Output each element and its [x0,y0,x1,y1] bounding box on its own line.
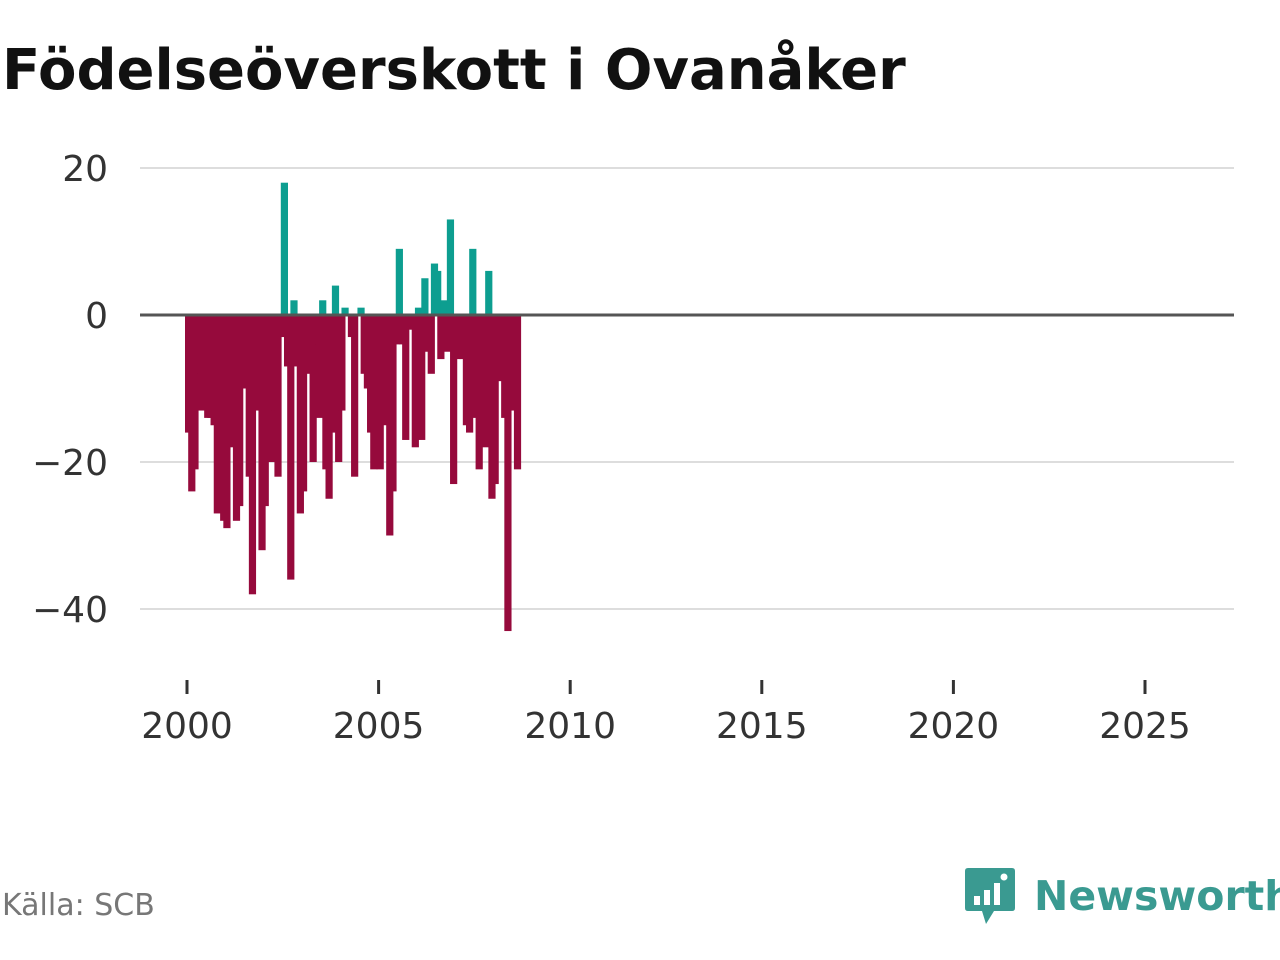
newsworthy-logo-icon [965,868,1015,924]
bar [248,315,257,595]
x-axis: 2000 2005 2010 2015 2020 2025 [141,680,1191,747]
y-tick-label: −40 [32,590,108,631]
bar [319,300,327,315]
bar [466,315,474,433]
bar [446,219,455,315]
bar [402,315,410,440]
bar [450,315,458,485]
bar [341,307,349,315]
bar [414,307,423,315]
brand[interactable]: Newsworthy [964,864,1280,928]
bar [328,315,336,433]
bar [485,270,493,315]
y-axis: 20 0 −20 −40 [32,149,108,631]
bar [427,315,435,374]
bar [443,315,451,352]
x-tick-label: 2025 [1099,706,1191,747]
bar [434,270,442,315]
bar [280,182,288,315]
bar [274,315,282,477]
bar [392,315,400,345]
bar [440,300,448,315]
bar [411,315,419,448]
bar [236,315,244,507]
bar [494,315,502,382]
bar [469,248,477,315]
bar [277,315,285,338]
page-title: Födelseöverskott i Ovanåker [2,38,906,103]
bar [437,315,445,360]
bar [421,278,429,315]
y-tick-label: −20 [32,443,108,484]
bar [331,285,340,315]
bar [315,315,324,418]
x-tick-label: 2000 [141,706,233,747]
bar [299,315,308,492]
bar [418,315,426,440]
bar [351,315,359,477]
bar [491,315,499,485]
brand-name: Newsworthy [1034,872,1280,920]
bar [290,300,298,315]
x-tick-label: 2010 [524,706,616,747]
bar [504,315,512,632]
bar [513,315,522,470]
bar [481,315,490,448]
y-tick-label: 0 [85,296,108,337]
y-tick-label: 20 [62,149,108,190]
source-note: Källa: SCB [2,888,155,923]
bar [376,315,384,470]
bar [213,315,221,514]
x-tick-label: 2020 [908,706,1000,747]
bar [389,315,397,492]
bar [338,315,346,411]
x-tick-label: 2005 [333,706,425,747]
bar-series [185,182,522,632]
bar [395,248,403,315]
bar [191,315,199,470]
bar [261,315,269,507]
bar [357,307,365,315]
x-tick-label: 2015 [716,706,808,747]
bar [309,315,317,462]
bar [287,315,295,580]
